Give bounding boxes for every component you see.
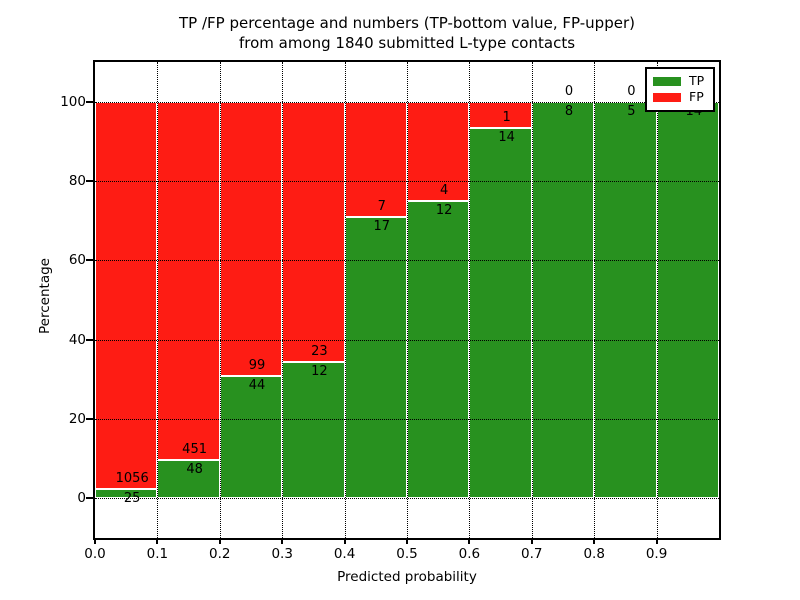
x-tick-label: 0.1 bbox=[146, 546, 169, 562]
bar-tp-segment bbox=[656, 101, 719, 499]
x-gridline bbox=[157, 62, 159, 538]
bar-fp-segment bbox=[219, 101, 283, 377]
y-gridline bbox=[95, 260, 719, 262]
plot-inner: 10562545148994423127174121140805014 bbox=[86, 62, 719, 544]
bar-tp-segment bbox=[95, 489, 158, 499]
bar-fp-count-label: 99 bbox=[248, 358, 266, 374]
legend-swatch-fp-icon bbox=[653, 92, 681, 102]
bar-fp-count-label: 23 bbox=[311, 344, 328, 360]
y-gridline bbox=[95, 419, 719, 420]
legend-swatch-tp-icon bbox=[653, 76, 681, 86]
bar-tp-count-label: 5 bbox=[627, 103, 636, 119]
legend-label-tp: TP bbox=[689, 73, 705, 88]
x-gridline bbox=[656, 62, 658, 538]
bar-fp-segment bbox=[344, 101, 407, 218]
x-gridline bbox=[594, 62, 596, 538]
chart-title-line2: from among 1840 submitted L-type contact… bbox=[238, 34, 576, 52]
x-tick-label: 0.6 bbox=[458, 546, 481, 562]
legend-label-fp: FP bbox=[689, 89, 704, 104]
bar-tp-count-label: 17 bbox=[373, 219, 391, 235]
bar-tp-count-label: 44 bbox=[248, 378, 266, 394]
bar-tp-count-label: 8 bbox=[564, 103, 574, 119]
y-axis-label: Percentage bbox=[37, 258, 53, 334]
x-gridline bbox=[282, 62, 284, 538]
x-axis-label: Predicted probability bbox=[337, 569, 477, 585]
bar-tp-count-label: 12 bbox=[435, 202, 453, 218]
y-tick-label: 40 bbox=[68, 331, 86, 348]
x-tick-label: 0.7 bbox=[521, 546, 543, 562]
x-tick-mark bbox=[406, 538, 408, 544]
bar-tp-count-label: 48 bbox=[186, 462, 203, 478]
bar-fp-count-label: 1056 bbox=[115, 471, 149, 487]
x-tick-mark bbox=[468, 538, 471, 544]
bar-tp-segment bbox=[531, 101, 595, 499]
bar-fp-count-label: 7 bbox=[377, 199, 386, 215]
x-tick-mark bbox=[593, 538, 596, 544]
x-tick-label: 0.4 bbox=[333, 546, 356, 562]
x-gridline bbox=[219, 62, 221, 538]
x-tick-label: 0.5 bbox=[396, 546, 418, 562]
legend: TP FP bbox=[645, 67, 715, 112]
y-gridline bbox=[95, 101, 719, 103]
x-tick-mark bbox=[655, 538, 658, 544]
y-tick-label: 60 bbox=[68, 252, 86, 269]
x-gridline bbox=[531, 62, 533, 538]
bar-fp-segment bbox=[407, 101, 470, 201]
x-tick-label: 0.2 bbox=[209, 546, 231, 562]
x-tick-mark bbox=[530, 538, 533, 544]
bar-fp-count-label: 4 bbox=[440, 182, 449, 198]
bar-fp-segment bbox=[95, 101, 158, 490]
y-tick-mark bbox=[86, 100, 93, 103]
bar-tp-segment bbox=[594, 101, 657, 499]
y-tick-label: 100 bbox=[60, 93, 86, 110]
x-gridline bbox=[469, 62, 471, 538]
x-tick-label: 0.9 bbox=[645, 546, 668, 562]
x-tick-mark bbox=[218, 538, 221, 544]
bar-tp-count-label: 14 bbox=[498, 130, 515, 146]
y-tick-mark bbox=[86, 338, 93, 341]
bar-tp-count-label: 12 bbox=[311, 364, 328, 380]
x-gridline bbox=[407, 62, 408, 538]
legend-row-tp: TP bbox=[653, 73, 713, 89]
y-tick-mark bbox=[86, 418, 93, 420]
bar-tp-segment bbox=[157, 460, 220, 499]
x-tick-mark bbox=[343, 538, 346, 544]
x-tick-label: 0.3 bbox=[271, 546, 293, 562]
bar-fp-count-label: 0 bbox=[564, 83, 574, 99]
x-tick-label: 0.0 bbox=[84, 546, 106, 562]
bar-tp-segment bbox=[219, 376, 283, 499]
bar-fp-segment bbox=[469, 101, 532, 129]
x-tick-label: 0.8 bbox=[583, 546, 605, 562]
bar-tp-count-label: 25 bbox=[123, 491, 141, 507]
bar-tp-segment bbox=[469, 128, 532, 499]
y-tick-mark bbox=[86, 497, 93, 500]
bar-tp-segment bbox=[282, 362, 345, 499]
legend-row-fp: FP bbox=[653, 89, 713, 105]
x-gridline bbox=[344, 62, 346, 538]
bar-tp-segment bbox=[407, 200, 470, 499]
y-gridline bbox=[95, 339, 719, 341]
bar-fp-segment bbox=[157, 101, 220, 461]
x-tick-mark bbox=[94, 538, 96, 544]
bar-fp-count-label: 0 bbox=[627, 83, 636, 99]
y-gridline bbox=[95, 181, 719, 182]
x-tick-mark bbox=[281, 538, 284, 544]
bar-fp-count-label: 1 bbox=[502, 110, 511, 126]
x-tick-mark bbox=[156, 538, 159, 544]
bar-fp-segment bbox=[282, 101, 345, 363]
y-gridline bbox=[95, 498, 719, 500]
y-tick-label: 0 bbox=[77, 490, 86, 507]
y-tick-mark bbox=[86, 180, 93, 182]
bar-fp-count-label: 451 bbox=[182, 442, 208, 458]
y-tick-label: 20 bbox=[68, 411, 86, 427]
y-tick-label: 80 bbox=[68, 173, 86, 189]
chart-title-line1: TP /FP percentage and numbers (TP-bottom… bbox=[179, 14, 635, 32]
y-tick-mark bbox=[86, 259, 93, 262]
